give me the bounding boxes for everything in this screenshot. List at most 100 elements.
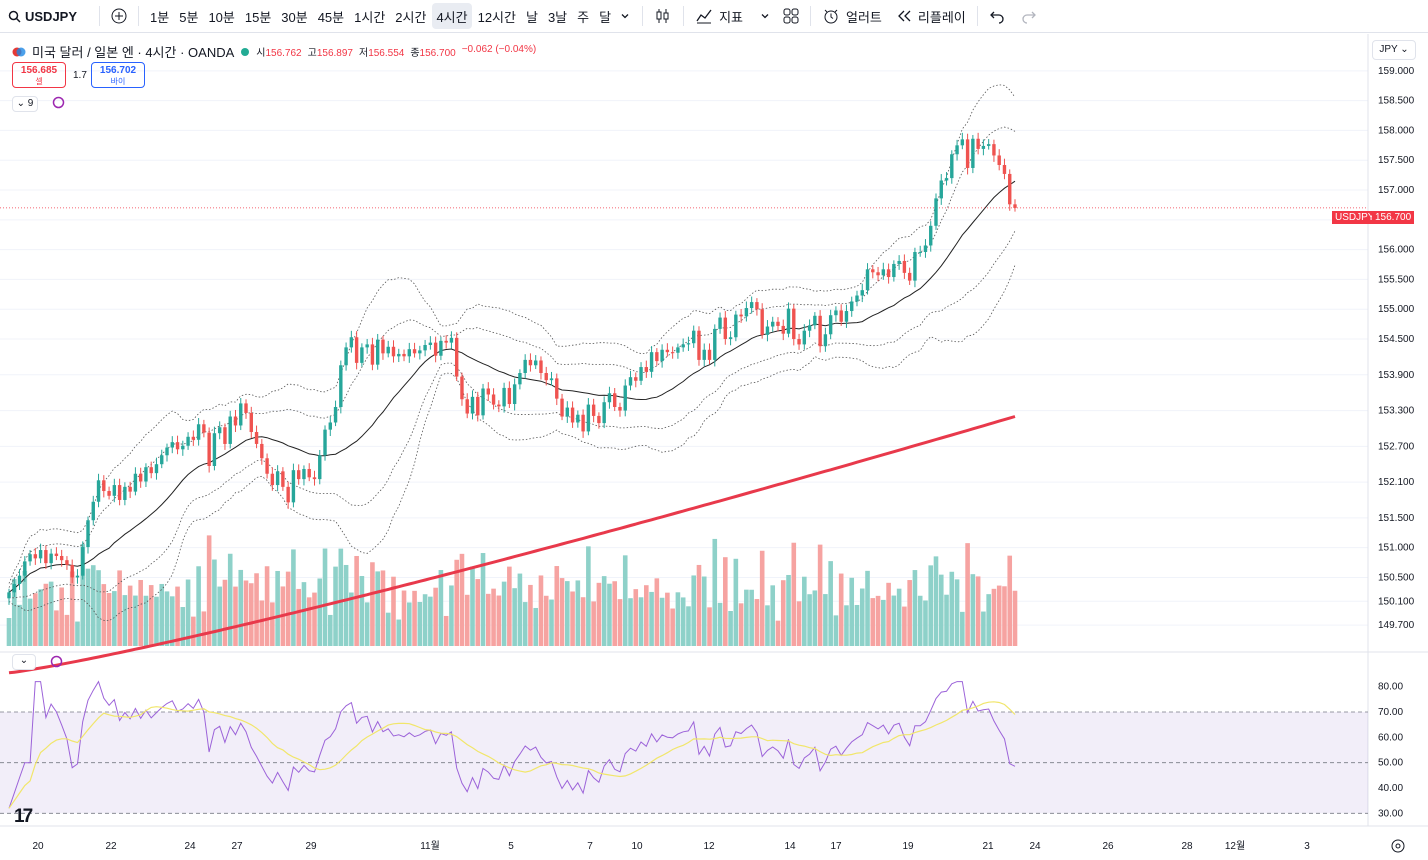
candle-body (476, 396, 480, 416)
volume-bar (875, 595, 881, 646)
time-tick-label: 22 (105, 841, 117, 852)
candle-body (107, 491, 111, 496)
candle-body (623, 385, 627, 411)
interval-9[interactable]: 12시간 (477, 9, 516, 25)
candle-body (818, 315, 822, 347)
ohlc-open: 시156.762 (256, 48, 302, 59)
volume-bar (133, 595, 138, 646)
interval-8[interactable]: 4시간 (432, 3, 472, 29)
rsi-sync-icon[interactable] (50, 655, 63, 673)
candle-body (228, 416, 232, 444)
sell-button[interactable]: 156.685 셀 (12, 62, 66, 88)
candle-body (665, 349, 670, 353)
indicators-button[interactable]: 지표 (691, 3, 747, 29)
volume-bar (670, 608, 675, 646)
interval-2[interactable]: 10분 (208, 9, 235, 25)
interval-13[interactable]: 달 (599, 9, 612, 25)
undo-button[interactable] (985, 3, 1009, 29)
ohlc-change: −0.062 (−0.04%) (461, 44, 537, 55)
volume-bar (106, 593, 112, 646)
alarm-clock-icon (824, 9, 838, 24)
candle-body (591, 404, 596, 416)
candle-body (502, 387, 506, 407)
candle-body (897, 260, 901, 264)
symbol-search[interactable]: USDJPY (0, 3, 81, 29)
rsi-tick-label: 50.00 (1378, 758, 1403, 769)
volume-bar (501, 581, 507, 646)
volume-bar (586, 546, 591, 646)
candle-body (312, 477, 317, 480)
volume-bar (217, 586, 222, 646)
interval-12[interactable]: 주 (577, 9, 590, 25)
candle-body (491, 394, 496, 405)
volume-bar (596, 582, 602, 646)
interval-3[interactable]: 15분 (244, 9, 272, 25)
candle-body (950, 154, 954, 179)
interval-10[interactable]: 날 (525, 9, 538, 25)
volume-bar (191, 616, 196, 646)
volume-bar (375, 571, 380, 646)
volume-bars (6, 535, 1018, 646)
volume-bar (533, 607, 539, 646)
time-tick-label: 3 (1304, 841, 1310, 852)
volume-bar (865, 570, 870, 646)
price-tick-label: 149.700 (1378, 620, 1415, 631)
alert-button[interactable]: 얼러트 (818, 3, 886, 29)
candle-body (23, 561, 27, 576)
rsi-collapse-button[interactable]: ⌄ (12, 654, 36, 670)
candle-body (676, 347, 680, 353)
candle-body (233, 416, 238, 426)
candle-body (507, 387, 512, 405)
replay-button[interactable]: 리플레이 (892, 3, 970, 29)
indicators-icon (696, 9, 712, 24)
buy-button[interactable]: 156.702 바이 (91, 62, 145, 88)
sync-icon[interactable] (52, 96, 65, 114)
price-tick-label: 152.700 (1378, 441, 1415, 452)
time-tick-label: 7 (587, 841, 593, 852)
candle-body (439, 340, 443, 356)
candle-body (871, 269, 875, 273)
volume-bar (622, 555, 628, 646)
interval-7[interactable]: 2시간 (395, 9, 427, 25)
price-chart[interactable]: 159.000158.500158.000157.500157.000156.5… (0, 34, 1428, 860)
volume-bar (975, 576, 981, 646)
interval-1[interactable]: 5분 (179, 9, 199, 25)
interval-6[interactable]: 1시간 (354, 9, 386, 25)
volume-bar (938, 574, 944, 646)
layouts-button[interactable] (779, 3, 803, 29)
volume-bar (11, 579, 17, 646)
volume-bar (370, 562, 375, 646)
price-tick-label: 155.500 (1378, 274, 1415, 285)
interval-dropdown-button[interactable] (615, 3, 635, 29)
interval-0[interactable]: 1분 (150, 9, 170, 25)
candle-body (386, 346, 390, 354)
currency-label: JPY (1379, 44, 1398, 55)
indicators-dropdown[interactable] (755, 3, 775, 29)
candle-body (655, 352, 659, 362)
interval-4[interactable]: 30분 (281, 9, 308, 25)
candle-body (512, 384, 517, 405)
candle-body (244, 403, 248, 413)
indicators-collapse-button[interactable]: ⌄ 9 (12, 96, 38, 112)
volume-bar (80, 544, 86, 646)
settings-icon[interactable] (1390, 838, 1406, 854)
volume-bar (449, 585, 454, 646)
interval-11[interactable]: 3날 (547, 9, 568, 25)
candle-body (86, 520, 90, 548)
volume-bar (644, 585, 649, 646)
candle-body (913, 252, 917, 281)
volume-bar (459, 553, 465, 646)
chart-type-button[interactable] (650, 3, 676, 29)
candle-body (560, 398, 564, 417)
candle-body (802, 330, 807, 345)
grid-icon (783, 8, 799, 24)
currency-selector[interactable]: JPY ⌄ (1372, 40, 1416, 60)
interval-5[interactable]: 45분 (317, 9, 345, 25)
volume-bar (164, 591, 170, 646)
volume-bar (601, 576, 607, 646)
legend-title[interactable]: 미국 달러 / 일본 엔 · 4시간 · OANDA (32, 45, 235, 60)
compare-button[interactable] (107, 3, 131, 29)
redo-button[interactable] (1017, 3, 1041, 29)
volume-bar (712, 538, 718, 646)
candle-body (1008, 173, 1012, 205)
